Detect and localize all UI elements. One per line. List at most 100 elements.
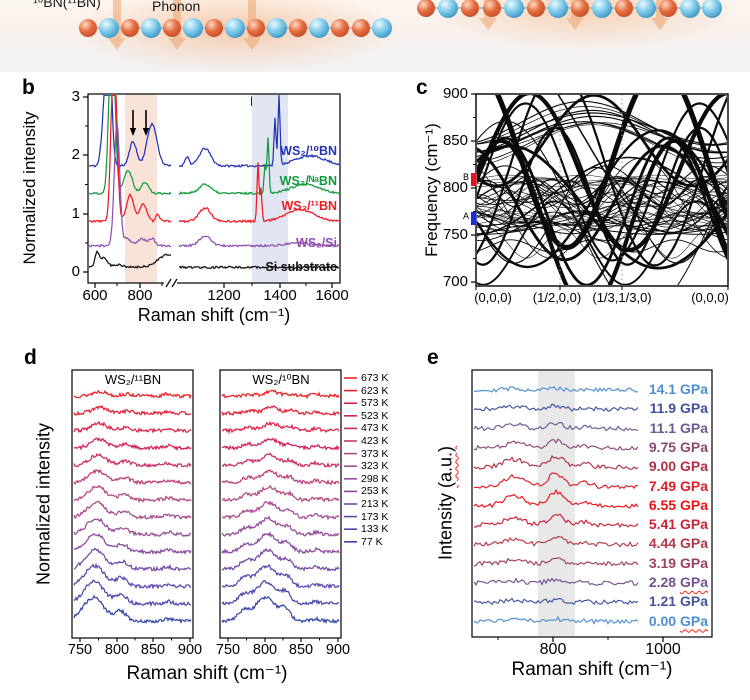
e-pressure-label: 11.9 GPa xyxy=(650,400,708,416)
nitrogen-atom-icon xyxy=(372,18,392,38)
pressure-value: 14.1 xyxy=(648,381,680,397)
d-xtick-label: 750 xyxy=(67,642,93,658)
c-ytick-label: 750 xyxy=(442,226,468,243)
e-pressure-label: 9.00 GPa xyxy=(649,458,708,474)
boron-atom-icon xyxy=(121,19,139,37)
phonon-band xyxy=(477,174,727,179)
phonon-label: Phonon xyxy=(152,0,201,14)
pressure-value: 11.9 xyxy=(649,400,680,417)
e-pressure-label: 6.55 GPa xyxy=(649,497,708,513)
temperature-spectrum-curve xyxy=(221,420,340,435)
phonon-band xyxy=(477,179,727,183)
e-pressure-label: 0.00 GPa xyxy=(649,613,708,629)
phonon-band xyxy=(477,217,727,225)
b-xtick-label: 600 xyxy=(82,287,108,304)
phonon-band xyxy=(477,100,727,146)
c-ytick-label: 700 xyxy=(442,273,468,290)
pressure-unit: GPa xyxy=(679,381,708,397)
axis-break-mask xyxy=(164,278,177,288)
nitrogen-atom-icon xyxy=(99,18,119,38)
pressure-spectrum-curve xyxy=(473,557,639,567)
phonon-band xyxy=(477,95,727,252)
d-xtick-label: 800 xyxy=(252,642,278,658)
d-box1-title: WS₂/¹¹BN xyxy=(104,372,162,387)
c-xtick-label: (0,0,0) xyxy=(691,290,729,305)
phonon-band xyxy=(477,165,727,195)
boron-atom-icon xyxy=(417,0,435,17)
e-pressure-label: 11.1 GPa xyxy=(650,420,708,436)
spectrum-curve xyxy=(89,95,172,195)
b-series-label: WS₂/Si xyxy=(296,236,337,250)
d-legend-label: 473 K xyxy=(361,422,389,435)
spectrum-curve xyxy=(178,95,339,168)
pressure-value: 7.49 xyxy=(648,477,680,494)
pressure-value: 5.41 xyxy=(648,516,680,533)
b-xtick-label: 1600 xyxy=(315,287,349,304)
d-legend-label: 573 K xyxy=(361,397,389,410)
boron-atom-icon xyxy=(615,0,633,17)
pressure-spectrum-curve xyxy=(473,385,639,393)
pressure-spectrum-curve xyxy=(473,615,639,626)
axis-break-slash xyxy=(171,278,178,288)
temperature-spectrum-curve xyxy=(221,437,340,451)
pressure-spectrum-curve xyxy=(473,403,639,412)
b-series-label: WS₂/ᴺᵃBN xyxy=(279,174,337,188)
d-legend-label: 173 K xyxy=(361,510,389,523)
e-pressure-label: 5.41 GPa xyxy=(649,516,708,532)
pressure-value: 4.44 xyxy=(648,535,680,552)
c-marker-label-a: A xyxy=(462,211,469,221)
boron-atom-icon xyxy=(571,0,589,17)
temperature-spectrum-curve xyxy=(221,531,340,555)
nitrogen-atom-icon xyxy=(636,0,656,18)
phonon-band xyxy=(477,229,727,259)
pressure-value: 0.00 xyxy=(648,612,680,629)
pressure-value: 9.75 xyxy=(648,438,680,455)
spectrum-curve xyxy=(89,95,172,224)
spectrum-curve xyxy=(89,95,172,168)
nitrogen-atom-icon xyxy=(438,0,458,18)
spectrum-curve xyxy=(89,249,172,269)
pressure-spectrum-curve xyxy=(473,438,639,451)
phonon-band xyxy=(477,212,727,218)
phonon-band xyxy=(477,112,727,146)
axis-break-slash xyxy=(165,278,172,288)
temperature-spectrum-curve xyxy=(221,389,340,400)
temperature-spectrum-curve xyxy=(73,547,192,572)
d-legend-label: 253 K xyxy=(361,485,389,498)
d-xtick-label: 750 xyxy=(215,642,241,658)
boron-atom-icon xyxy=(205,19,223,37)
b-ytick-label: 2 xyxy=(71,146,80,163)
isotope-label: ¹⁰BN(¹¹BN) xyxy=(33,0,101,10)
temperature-spectrum-curve xyxy=(73,579,192,608)
highlight-band xyxy=(538,371,575,636)
c-ytick-label: 900 xyxy=(442,85,468,102)
b-series-label: Si substrate xyxy=(265,260,337,274)
phonon-band xyxy=(477,183,727,187)
temperature-spectrum-curve xyxy=(221,484,340,503)
phonon-band xyxy=(477,184,727,215)
temperature-spectrum-curve xyxy=(73,500,192,520)
phonon-band xyxy=(477,178,727,208)
d-legend-label: 77 K xyxy=(361,535,383,548)
temperature-spectrum-curve xyxy=(73,562,192,590)
temperature-spectrum-curve xyxy=(221,579,340,606)
phonon-band xyxy=(477,192,727,218)
pressure-unit: GPa xyxy=(679,419,708,436)
pressure-spectrum-curve xyxy=(473,454,639,470)
d-legend-label: 423 K xyxy=(361,435,389,447)
phonon-band xyxy=(477,220,727,242)
nitrogen-atom-icon xyxy=(309,18,329,38)
pressure-unit: GPa xyxy=(679,477,708,494)
mode-marker-a xyxy=(471,212,477,225)
temperature-spectrum-curve xyxy=(221,547,340,572)
temperature-spectrum-curve xyxy=(221,405,340,417)
e-pressure-label: 7.49 GPa xyxy=(649,478,708,494)
phonon-band xyxy=(477,95,727,188)
phonon-band xyxy=(477,166,727,264)
temperature-spectrum-curve xyxy=(221,500,340,521)
c-ytick-label: 800 xyxy=(442,179,468,196)
mode-marker-b xyxy=(471,173,477,186)
